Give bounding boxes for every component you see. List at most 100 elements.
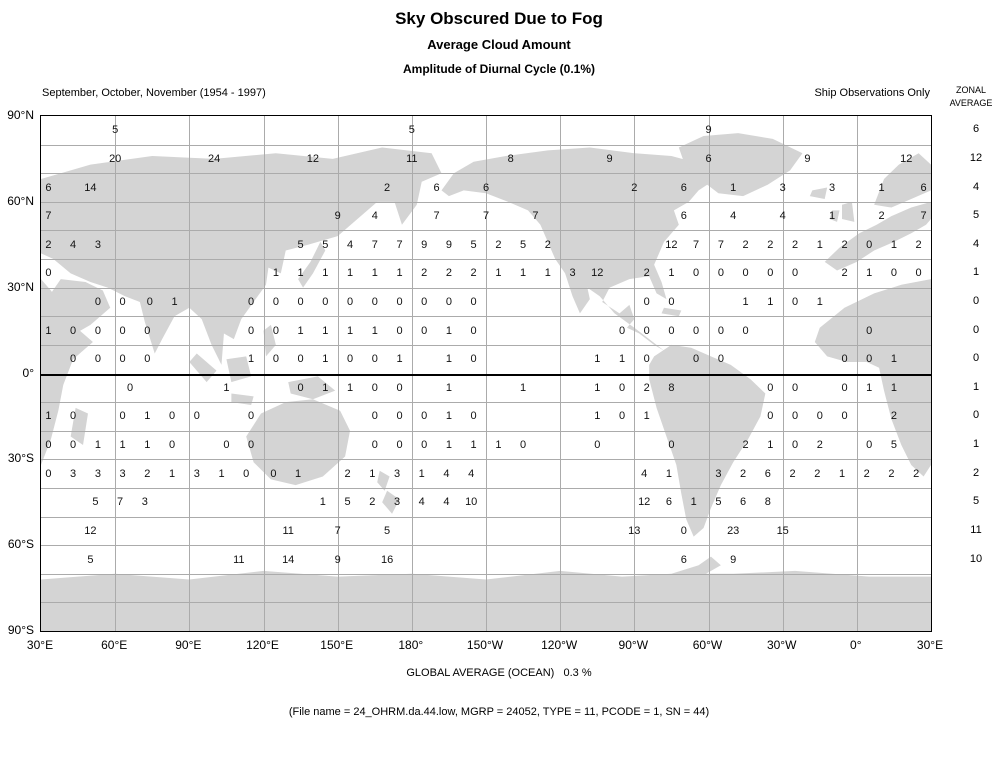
zonal-average-value: 10 xyxy=(969,552,983,565)
grid-value: 2 xyxy=(740,467,747,480)
grid-value: 1 xyxy=(643,410,650,423)
landmass-north-america xyxy=(441,147,716,351)
grid-value: 1 xyxy=(171,296,178,308)
grid-value: 1 xyxy=(767,296,774,308)
grid-value: 0 xyxy=(866,353,873,366)
grid-value: 0 xyxy=(791,267,799,280)
grid-value: 1 xyxy=(445,324,452,337)
landmass-iceland xyxy=(809,187,828,199)
grid-value: 3 xyxy=(829,181,836,194)
grid-value: 1 xyxy=(878,181,885,194)
grid-value: 2 xyxy=(816,439,823,451)
grid-value: 1 xyxy=(730,181,737,194)
grid-value: 0 xyxy=(144,353,151,366)
grid-value: 9 xyxy=(606,152,613,165)
grid-value: 7 xyxy=(433,210,440,223)
grid-value: 0 xyxy=(70,410,77,423)
grid-value: 0 xyxy=(866,324,873,337)
grid-value: 5 xyxy=(384,524,391,537)
grid-value: 0 xyxy=(322,296,329,308)
grid-value: 0 xyxy=(618,410,626,423)
grid-value: 1 xyxy=(445,439,452,451)
grid-value: 6 xyxy=(680,210,687,223)
grid-value: 0 xyxy=(223,439,230,451)
lon-tick-label: 90°E xyxy=(175,638,202,652)
landmass-greenland xyxy=(678,133,803,197)
grid-value: 1 xyxy=(346,267,354,280)
grid-value: 0 xyxy=(643,296,650,308)
grid-value: 11 xyxy=(406,152,418,165)
grid-value: 1 xyxy=(742,296,749,308)
grid-value: 0 xyxy=(520,439,527,451)
grid-value: 3 xyxy=(119,467,126,480)
grid-value: 1 xyxy=(223,381,230,394)
grid-value: 2 xyxy=(791,238,799,251)
grid-value: 7 xyxy=(717,238,724,251)
landmass-europe xyxy=(824,201,931,271)
grid-value: 7 xyxy=(117,496,124,509)
grid-value: 0 xyxy=(915,267,922,280)
grid-value: 0 xyxy=(767,410,774,423)
grid-value: 0 xyxy=(371,439,378,451)
grid-value: 11 xyxy=(282,524,294,537)
grid-value: 2 xyxy=(544,238,551,251)
grid-line-horizontal xyxy=(41,402,931,404)
grid-value: 0 xyxy=(94,296,101,308)
grid-value: 0 xyxy=(791,296,799,308)
grid-value: 9 xyxy=(730,553,737,566)
subtitle-1: Average Cloud Amount xyxy=(427,37,571,52)
grid-value: 1 xyxy=(470,439,477,451)
grid-value: 5 xyxy=(92,496,99,509)
grid-value: 1 xyxy=(866,381,873,394)
grid-value: 0 xyxy=(119,324,126,337)
grid-value: 4 xyxy=(779,210,786,223)
zonal-average-value: 0 xyxy=(972,323,980,336)
grid-value: 6 xyxy=(764,467,771,480)
grid-value: 0 xyxy=(742,324,749,337)
grid-value: 4 xyxy=(641,467,648,480)
grid-value: 8 xyxy=(668,381,675,394)
grid-value: 1 xyxy=(594,381,601,394)
grid-value: 6 xyxy=(482,181,490,194)
grid-value: 9 xyxy=(804,152,811,165)
grid-value: 1 xyxy=(119,439,126,451)
grid-value: 3 xyxy=(569,267,576,280)
grid-value: 0 xyxy=(144,324,151,337)
grid-value: 1 xyxy=(594,410,601,423)
grid-value: 13 xyxy=(628,524,641,537)
grid-value: 7 xyxy=(693,238,700,251)
grid-value: 4 xyxy=(346,238,354,251)
lon-tick-label: 120°W xyxy=(541,638,578,652)
grid-value: 2 xyxy=(742,238,749,251)
grid-value: 0 xyxy=(470,353,477,366)
grid-value: 2 xyxy=(45,238,52,251)
grid-value: 1 xyxy=(866,267,873,280)
grid-value: 3 xyxy=(141,496,148,509)
grid-value: 0 xyxy=(421,439,428,451)
grid-value: 0 xyxy=(643,324,650,337)
zonal-header-line2: AVERAGE xyxy=(949,98,993,108)
grid-value: 0 xyxy=(45,267,52,280)
grid-value: 2 xyxy=(888,467,895,480)
grid-value: 6 xyxy=(740,496,747,509)
grid-value: 1 xyxy=(144,410,151,423)
zonal-average-value: 1 xyxy=(972,438,980,450)
grid-value: 4 xyxy=(468,467,475,480)
grid-value: 1 xyxy=(346,381,354,394)
world-map-plot: 5 5 9 20 24 12 11 8 9 6 9 12 6 14 2 6 6 2 6 1 3 3 1 6 7 9 4 7 7 7 6 4 4 1… xyxy=(40,115,932,632)
landmass-java xyxy=(231,393,254,405)
grid-value: 0 xyxy=(668,296,675,308)
grid-value: 0 xyxy=(680,524,687,537)
grid-line-horizontal xyxy=(41,201,931,203)
lat-tick-label: 60°S xyxy=(7,537,34,552)
subtitle-2: Amplitude of Diurnal Cycle (0.1%) xyxy=(402,62,596,76)
grid-value: 0 xyxy=(890,267,897,280)
grid-value: 0 xyxy=(445,296,452,308)
lat-tick-label: 60°N xyxy=(7,193,34,208)
grid-value: 1 xyxy=(396,267,403,280)
grid-value: 3 xyxy=(70,467,77,480)
lon-tick-label: 60°E xyxy=(101,638,128,652)
grid-value: 1 xyxy=(495,439,502,451)
grid-value: 0 xyxy=(767,381,774,394)
grid-value: 6 xyxy=(920,181,927,194)
